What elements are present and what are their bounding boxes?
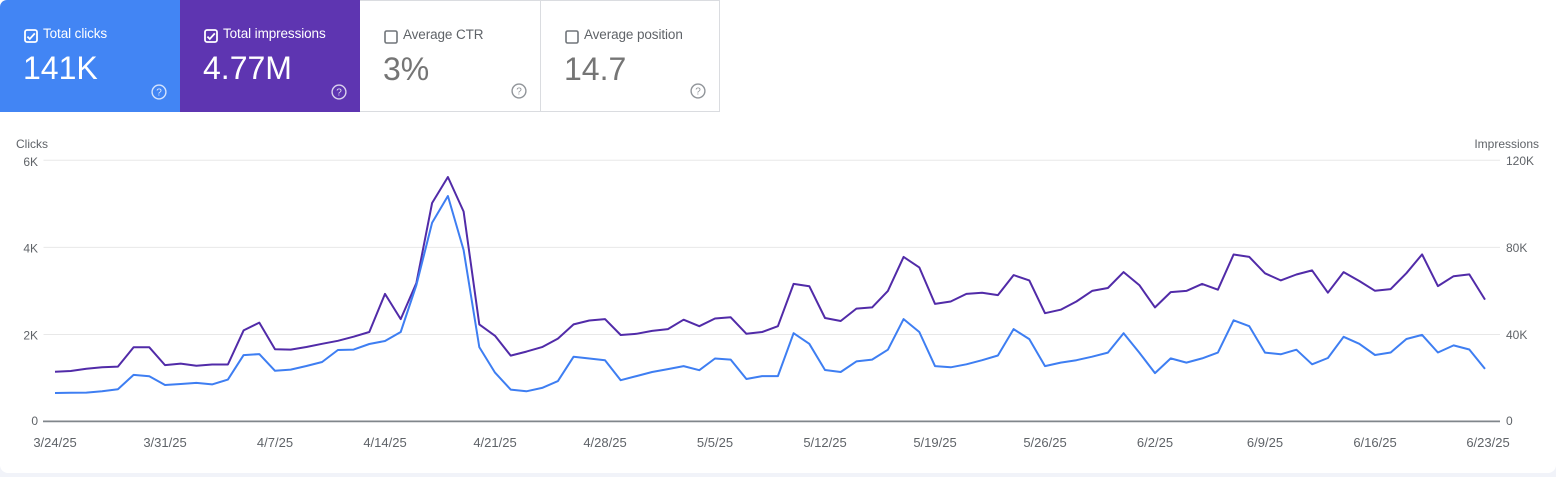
svg-text:5/26/25: 5/26/25 [1023,435,1066,450]
svg-text:6/2/25: 6/2/25 [1137,435,1173,450]
svg-text:6/9/25: 6/9/25 [1247,435,1283,450]
svg-text:0: 0 [1506,414,1513,428]
svg-text:6/23/25: 6/23/25 [1466,435,1509,450]
svg-text:Clicks: Clicks [16,137,48,151]
svg-text:?: ? [336,88,342,99]
svg-text:6K: 6K [23,155,38,169]
svg-text:120K: 120K [1506,154,1534,168]
svg-text:3/24/25: 3/24/25 [33,435,76,450]
svg-text:5/19/25: 5/19/25 [913,435,956,450]
svg-text:0: 0 [31,414,38,428]
svg-text:4/21/25: 4/21/25 [473,435,516,450]
svg-text:?: ? [156,88,162,99]
svg-text:4K: 4K [23,242,38,256]
svg-text:5/12/25: 5/12/25 [803,435,846,450]
svg-text:?: ? [516,87,522,98]
svg-text:Impressions: Impressions [1474,137,1539,151]
svg-text:2K: 2K [23,329,38,343]
svg-text:5/5/25: 5/5/25 [697,435,733,450]
svg-text:6/16/25: 6/16/25 [1353,435,1396,450]
svg-text:?: ? [695,87,701,98]
svg-text:4/7/25: 4/7/25 [257,435,293,450]
svg-text:80K: 80K [1506,241,1527,255]
svg-text:40K: 40K [1506,328,1527,342]
svg-text:4/28/25: 4/28/25 [583,435,626,450]
svg-text:4/14/25: 4/14/25 [363,435,406,450]
svg-text:3/31/25: 3/31/25 [143,435,186,450]
